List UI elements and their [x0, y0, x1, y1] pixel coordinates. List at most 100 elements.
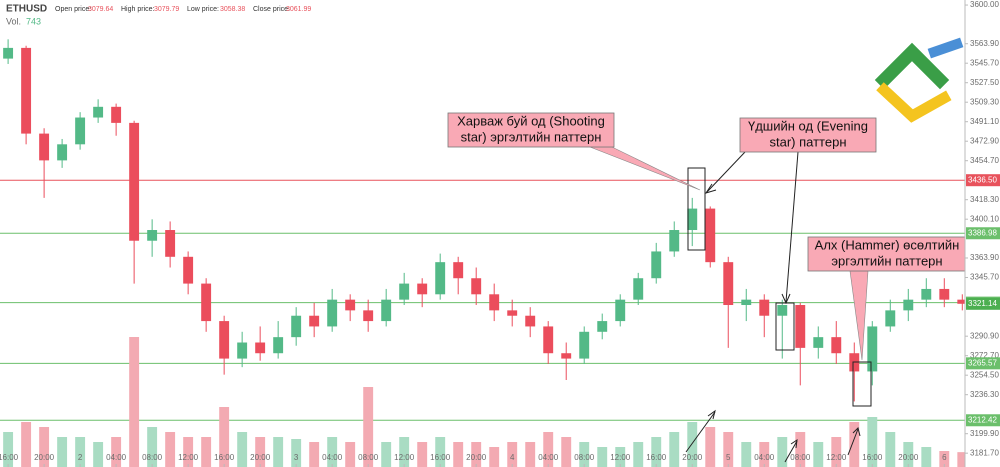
volume-bar	[219, 407, 230, 467]
arrow-head	[704, 183, 717, 194]
volume-bar	[3, 432, 14, 467]
candle-body	[795, 305, 806, 348]
candle-body	[543, 326, 554, 354]
pattern-box	[687, 167, 706, 251]
y-tick-label: 3181.70	[970, 448, 999, 457]
callout-text: star) эргэлтийн паттерн	[461, 129, 602, 144]
candle-body	[165, 230, 176, 257]
candle-body	[723, 262, 734, 306]
arrow	[785, 151, 799, 303]
candle-body	[417, 283, 428, 295]
candle-body	[525, 315, 536, 327]
volume-bar	[201, 437, 212, 467]
x-tick-label: 12:00	[178, 453, 199, 462]
header-label: Open price:	[55, 6, 91, 13]
x-tick-label: 16:00	[0, 453, 19, 462]
arrow	[847, 428, 859, 456]
level-label-bg	[966, 174, 1000, 187]
volume-bar	[921, 447, 932, 467]
candle-body	[39, 133, 50, 161]
volume-bar	[489, 447, 500, 467]
volume-bar	[129, 337, 140, 467]
x-tick-label: 08:00	[142, 453, 163, 462]
header: ETHUSD Open price:3079.64 High price: 3079…	[6, 4, 311, 27]
y-tick-label: 3491.10	[970, 117, 999, 126]
volume-bar	[777, 437, 788, 467]
x-tick-label: 20:00	[898, 453, 919, 462]
y-tick-label: 3254.50	[970, 370, 999, 379]
level-label: 3212.42	[968, 415, 997, 424]
candle-body	[669, 230, 680, 252]
arrow-head	[707, 409, 716, 420]
candle-body	[129, 122, 140, 241]
candle-body	[183, 256, 194, 284]
y-tick-label: 3418.30	[970, 195, 999, 204]
header-value: 3061.99	[286, 6, 311, 13]
arrow-head	[781, 293, 791, 305]
volume-bar	[867, 417, 878, 467]
candle-body	[345, 299, 356, 311]
volume-value: 743	[26, 16, 41, 26]
callout-pointer	[849, 270, 869, 361]
volume-bar	[453, 442, 464, 467]
volume-bar	[669, 432, 680, 467]
volume-bar	[291, 439, 302, 467]
candle-body	[291, 315, 302, 338]
x-tick-label: 04:00	[106, 453, 127, 462]
volume-bar	[93, 442, 104, 467]
volume-bar	[651, 437, 662, 467]
callout-box	[447, 112, 615, 148]
x-tick-label: 20:00	[682, 453, 703, 462]
candle-body	[471, 278, 482, 295]
callout-pointer	[589, 146, 701, 191]
candle-body	[561, 353, 572, 359]
x-tick-label: 20:00	[466, 453, 487, 462]
candle-body	[615, 299, 626, 322]
candle-body	[435, 262, 446, 295]
candle-body	[813, 337, 824, 348]
volume-bar	[561, 437, 572, 467]
callout-text: Үдшийн од (Evening	[748, 118, 868, 133]
x-tick-label: 04:00	[538, 453, 559, 462]
x-tick-label: 3	[294, 453, 299, 462]
candle-body	[237, 342, 248, 359]
pattern-box	[775, 302, 795, 351]
y-tick-label: 3290.90	[970, 331, 999, 340]
level-label: 3386.98	[968, 228, 997, 237]
level-label-bg	[966, 414, 1000, 427]
candle-body	[597, 321, 608, 332]
candle-body	[399, 283, 410, 300]
volume-bar	[579, 442, 590, 467]
volume-bar	[165, 432, 176, 467]
volume-bar	[183, 437, 194, 467]
callout-box	[739, 117, 877, 153]
candle-body	[363, 310, 374, 322]
arrow-head	[790, 438, 798, 449]
volume-bar	[759, 442, 770, 467]
arrow	[784, 440, 798, 463]
volume-bar	[309, 442, 320, 467]
x-tick-label: 12:00	[610, 453, 631, 462]
candle-body	[255, 342, 266, 354]
callout-text: star) паттерн	[770, 134, 847, 149]
candle-body	[309, 315, 320, 327]
y-tick-label: 3400.10	[970, 214, 999, 223]
volume-bar	[345, 442, 356, 467]
y-tick-label: 3236.30	[970, 390, 999, 399]
y-tick-label: 3509.30	[970, 97, 999, 106]
x-tick-label: 4	[510, 453, 515, 462]
candle-body	[921, 288, 932, 300]
candle-body	[741, 299, 752, 306]
symbol: ETHUSD	[6, 4, 47, 15]
volume-bar	[111, 437, 122, 467]
level-label-bg	[966, 357, 1000, 370]
candle-body	[957, 299, 968, 304]
header-value: 3058.38	[220, 6, 245, 13]
callout-box	[807, 236, 968, 272]
volume-bar	[363, 387, 374, 467]
pattern-markers	[685, 151, 872, 463]
volume-bar	[813, 442, 824, 467]
volume-bar	[21, 422, 32, 467]
x-tick-label: 16:00	[862, 453, 883, 462]
